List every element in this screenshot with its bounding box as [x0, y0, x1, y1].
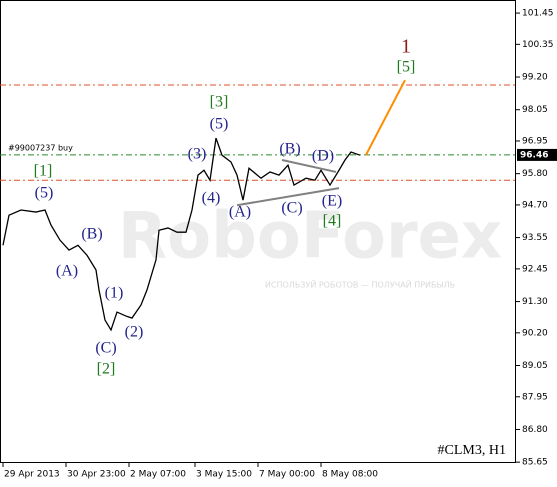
- wave-label: [1]: [34, 163, 53, 180]
- y-tick-label: 101.45: [522, 9, 554, 19]
- wave-label: (2): [125, 324, 144, 341]
- symbol: #CLM3, H1: [438, 443, 506, 458]
- wave-label: [5]: [397, 59, 416, 76]
- trend-line: [365, 79, 406, 156]
- wave-label: (5): [35, 185, 54, 202]
- y-tick-label: 94.70: [522, 200, 548, 210]
- wave-label: (B): [81, 226, 102, 243]
- wave-label: (3): [188, 146, 207, 163]
- wave-label: (4): [202, 190, 221, 207]
- level-label: #99007237 buy: [8, 143, 73, 152]
- y-tick-label: 90.20: [522, 328, 548, 338]
- y-tick-label: 100.35: [522, 40, 554, 50]
- x-tick-label: 2 May 07:00: [130, 470, 186, 480]
- wave-label: (B): [279, 141, 300, 158]
- y-tick-label: 89.05: [522, 361, 548, 371]
- watermark: RoboForex: [118, 200, 502, 274]
- y-tick-label: 98.05: [522, 105, 548, 115]
- wave-label: (1): [105, 285, 124, 302]
- plot-frame: [0, 0, 516, 463]
- wave-label: (E): [322, 193, 342, 210]
- y-tick-label: 92.45: [522, 264, 548, 274]
- y-tick-label: 96.95: [522, 136, 548, 146]
- y-tick-label: 85.65: [522, 458, 548, 468]
- wave-label: (C): [281, 200, 302, 217]
- y-tick-label: 87.95: [522, 392, 548, 402]
- price-label: 96.46: [520, 150, 548, 160]
- trend-line: [281, 159, 337, 173]
- wave-label: (A): [56, 263, 78, 280]
- y-tick-label: 86.80: [522, 425, 548, 435]
- x-tick-label: 8 May 08:00: [322, 470, 378, 480]
- y-tick-label: 99.20: [522, 73, 548, 83]
- x-tick-label: 30 Apr 23:00: [67, 470, 126, 480]
- wave-label: (5): [210, 116, 229, 133]
- y-tick-label: 91.30: [522, 297, 548, 307]
- price-box: [517, 148, 557, 161]
- price-line: [2, 137, 361, 332]
- wave-label: (D): [312, 148, 334, 165]
- wave-label: [3]: [210, 94, 229, 111]
- wave-label: [2]: [97, 361, 116, 378]
- x-tick-label: 7 May 00:00: [259, 470, 315, 480]
- wave-label: [4]: [323, 213, 342, 230]
- watermark-slogan: ИСПОЛЬЗУЙ РОБОТОВ — ПОЛУЧАЙ ПРИБЫЛЬ: [265, 279, 455, 290]
- wave-label: (A): [229, 204, 251, 221]
- wave-label: (C): [95, 340, 116, 357]
- x-tick-label: 29 Apr 2013: [4, 470, 60, 480]
- trend-line: [236, 187, 340, 207]
- y-tick-label: 95.80: [522, 169, 548, 179]
- x-tick-label: 3 May 15:00: [196, 470, 252, 480]
- wave-label: 1: [401, 36, 411, 58]
- y-tick-label: 93.55: [522, 233, 548, 243]
